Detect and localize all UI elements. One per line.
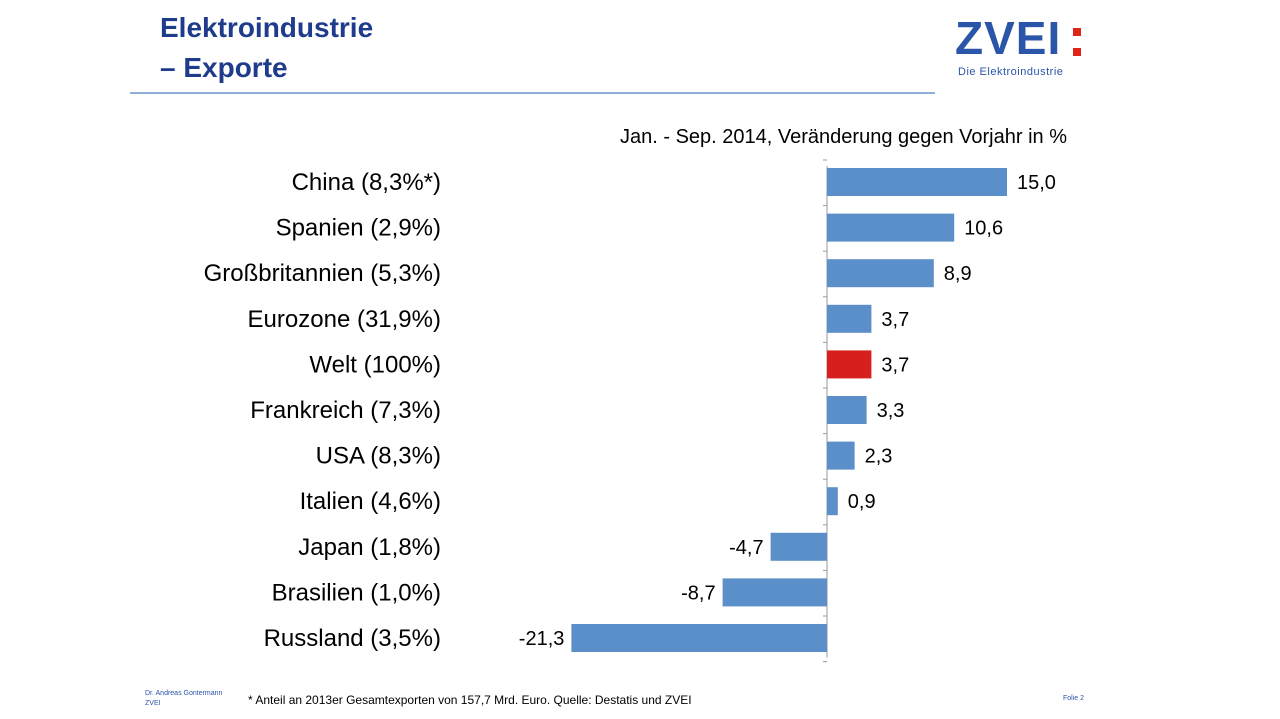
value-label: 0,9 [848,491,876,513]
bar-8 [770,532,827,561]
logo-wordmark: ZVEI [955,12,1062,64]
logo-colon-dot-top [1073,28,1081,36]
bar-3 [827,304,872,333]
footnote: * Anteil an 2013er Gesamtexporten von 15… [248,693,692,707]
category-label: USA (8,3%) [316,443,441,470]
category-label: Spanien (2,9%) [276,215,441,242]
logo-colon-dot-bottom [1073,48,1081,56]
category-label: Großbritannien (5,3%) [204,260,441,287]
category-label: Russland (3,5%) [264,625,441,652]
category-label: Japan (1,8%) [298,534,441,561]
logo-tagline: Die Elektroindustrie [958,66,1064,78]
category-label: China (8,3%*) [292,169,441,196]
value-label: 3,7 [881,354,909,376]
zvei-logo: ZVEI Die Elektroindustrie [955,10,1095,82]
author-name: Dr. Andreas Gontermann [145,690,223,697]
value-label: 3,3 [877,400,905,422]
value-label: -4,7 [729,537,763,559]
category-label: Brasilien (1,0%) [272,579,441,606]
title-line-2: – Exporte [160,52,288,83]
title-divider [130,92,935,94]
bar-9 [722,578,827,607]
category-label: Welt (100%) [309,351,441,378]
title-line-1: Elektroindustrie [160,12,374,43]
value-label: 3,7 [881,309,909,331]
value-label: 2,3 [865,446,893,468]
slide-title: Elektroindustrie – Exporte [160,8,373,88]
bar-10 [571,624,827,652]
logo-colon-icon [1073,28,1081,58]
slide-number: Folie 2 [1063,695,1085,702]
author-credit: Dr. Andreas Gontermann ZVEI [145,689,222,709]
bar-5 [827,396,867,424]
chart-title: Jan. - Sep. 2014, Veränderung gegen Vorj… [620,126,1067,148]
value-label: -21,3 [519,628,565,650]
author-org: ZVEI [145,700,161,707]
category-label: Italien (4,6%) [300,488,441,515]
bar-7 [827,487,838,516]
bar-2 [827,259,934,288]
value-label: 10,6 [964,218,1003,240]
bar-6 [827,441,855,470]
value-label: -8,7 [681,582,715,604]
bar-4 [827,350,872,379]
category-label: Frankreich (7,3%) [250,397,441,424]
category-label: Eurozone (31,9%) [248,306,441,333]
bar-0 [827,168,1007,196]
bar-1 [827,213,955,242]
value-label: 8,9 [944,263,972,285]
value-label: 15,0 [1017,172,1056,194]
